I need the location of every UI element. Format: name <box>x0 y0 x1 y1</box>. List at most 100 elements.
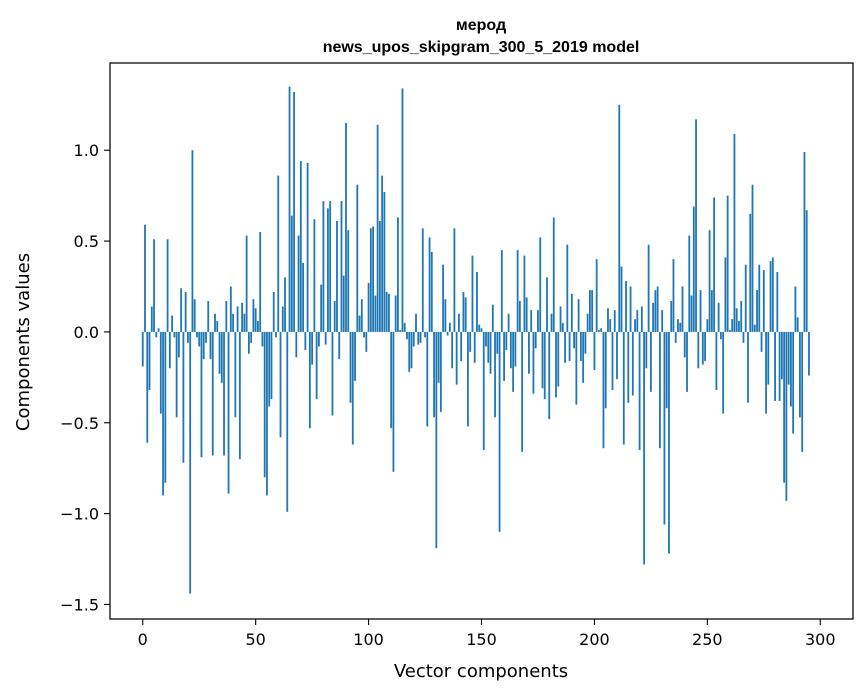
bar-207 <box>609 319 612 332</box>
bar-263 <box>735 308 738 332</box>
bar-11 <box>166 239 169 332</box>
bar-235 <box>672 259 675 332</box>
bar-73 <box>306 162 309 332</box>
bar-93 <box>351 331 354 445</box>
bar-28 <box>205 331 207 343</box>
bar-45 <box>243 313 246 332</box>
bar-17 <box>180 288 183 332</box>
bar-164 <box>512 331 515 392</box>
bar-225 <box>649 331 652 392</box>
bar-190 <box>570 293 573 332</box>
bar-271 <box>753 324 756 332</box>
bar-241 <box>686 331 688 392</box>
bar-182 <box>552 217 555 332</box>
y-tick-label: −1.5 <box>60 595 99 614</box>
bar-264 <box>738 321 740 332</box>
y-axis-ticks: −1.5 −1.0 −0.5 0.0 0.5 1.0 <box>60 141 110 614</box>
bar-172 <box>530 310 533 332</box>
chart-title: мерод <box>456 17 506 34</box>
bar-156 <box>494 331 496 418</box>
bar-287 <box>789 331 792 407</box>
bar-43 <box>238 331 241 460</box>
bar-110 <box>390 331 393 429</box>
bar-294 <box>805 210 808 332</box>
bar-278 <box>769 261 772 332</box>
bar-44 <box>241 302 244 332</box>
bar-256 <box>719 331 722 340</box>
bar-41 <box>234 331 237 418</box>
bar-46 <box>245 235 248 332</box>
bar-201 <box>595 259 598 332</box>
bar-42 <box>236 306 239 332</box>
bar-96 <box>358 315 361 332</box>
bar-171 <box>528 331 530 374</box>
bar-78 <box>317 331 320 347</box>
bar-126 <box>426 331 429 427</box>
bar-192 <box>575 331 578 405</box>
bar-260 <box>729 330 731 332</box>
bar-222 <box>643 331 646 565</box>
bar-21 <box>189 331 192 594</box>
bar-160 <box>503 331 505 381</box>
bar-92 <box>349 331 352 403</box>
bar-291 <box>799 331 801 418</box>
bar-165 <box>514 331 517 367</box>
bar-158 <box>498 331 501 532</box>
bar-284 <box>783 331 786 483</box>
bar-123 <box>419 331 422 343</box>
bar-244 <box>692 206 695 332</box>
bar-47 <box>247 331 250 354</box>
bar-88 <box>340 201 343 332</box>
bar-132 <box>439 331 442 412</box>
bar-146 <box>471 255 474 332</box>
plot-frame <box>109 62 854 620</box>
bar-230 <box>661 310 664 332</box>
bar-217 <box>631 331 634 396</box>
bar-54 <box>263 331 266 478</box>
bar-200 <box>593 331 596 371</box>
bar-170 <box>525 297 528 332</box>
bar-3 <box>148 331 151 391</box>
bar-13 <box>171 315 174 332</box>
bar-22 <box>191 150 194 332</box>
bar-242 <box>688 235 691 332</box>
bar-177 <box>541 331 544 389</box>
bar-204 <box>602 331 605 449</box>
bar-53 <box>261 331 264 347</box>
bar-255 <box>717 302 720 332</box>
y-tick-label: 1.0 <box>74 141 99 160</box>
bar-275 <box>762 270 765 332</box>
bar-77 <box>315 331 318 400</box>
bar-191 <box>573 331 575 349</box>
bar-180 <box>548 331 551 420</box>
bar-238 <box>679 322 682 332</box>
bar-173 <box>532 331 535 394</box>
bar-257 <box>722 331 725 414</box>
bar-105 <box>378 221 381 332</box>
bar-199 <box>591 290 594 332</box>
chart-subtitle: news_upos_skipgram_300_5_2019 model <box>323 39 640 56</box>
bar-187 <box>564 331 566 363</box>
bar-49 <box>252 299 255 332</box>
bar-100 <box>367 282 370 332</box>
bar-34 <box>218 331 221 374</box>
bar-237 <box>677 319 679 332</box>
bar-58 <box>272 291 275 332</box>
bar-19 <box>184 291 187 332</box>
bar-95 <box>356 184 359 332</box>
bar-35 <box>220 331 223 383</box>
bar-218 <box>634 319 636 332</box>
bar-176 <box>539 237 542 332</box>
bar-139 <box>455 331 458 385</box>
bar-85 <box>333 301 336 332</box>
bar-29 <box>207 301 210 332</box>
bar-130 <box>435 331 438 549</box>
bar-83 <box>329 201 332 332</box>
bar-138 <box>453 228 456 332</box>
bar-37 <box>225 301 228 332</box>
bar-145 <box>469 331 472 352</box>
bar-142 <box>462 291 465 332</box>
bar-262 <box>733 133 736 332</box>
bar-70 <box>299 161 302 332</box>
